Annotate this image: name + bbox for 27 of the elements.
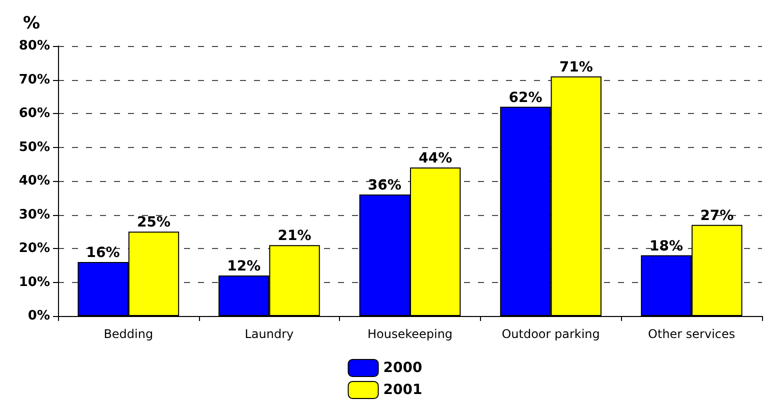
data-label: 71% [559,59,593,76]
y-tick-label: 30% [18,207,50,222]
x-tick-label: Outdoor parking [502,327,600,341]
x-tick-label: Bedding [104,327,154,341]
y-tick-label: 0% [28,308,50,324]
data-label: 44% [418,150,452,166]
legend-label: 2001 [383,382,422,398]
x-tick-label: Housekeeping [367,327,453,341]
y-tick-label: 60% [18,106,50,121]
data-label: 36% [368,178,402,194]
x-tick-label: Laundry [244,327,294,341]
data-label: 21% [278,228,312,244]
y-tick-label: 40% [18,174,50,188]
data-label: 12% [227,258,261,274]
data-label: 16% [86,245,120,261]
data-label: 27% [700,208,734,224]
y-axis-title: % [22,14,40,34]
y-tick-label: 10% [18,274,50,290]
legend-label: 2000 [383,360,422,376]
data-label: 18% [650,238,684,254]
data-label: 62% [508,90,542,106]
y-tick-label: 50% [18,140,50,155]
y-tick-label: 70% [18,72,50,88]
x-tick-label: Other services [648,327,736,341]
data-label: 25% [136,214,170,231]
y-tick-label: 80% [18,38,50,54]
y-tick-label: 20% [18,241,50,256]
